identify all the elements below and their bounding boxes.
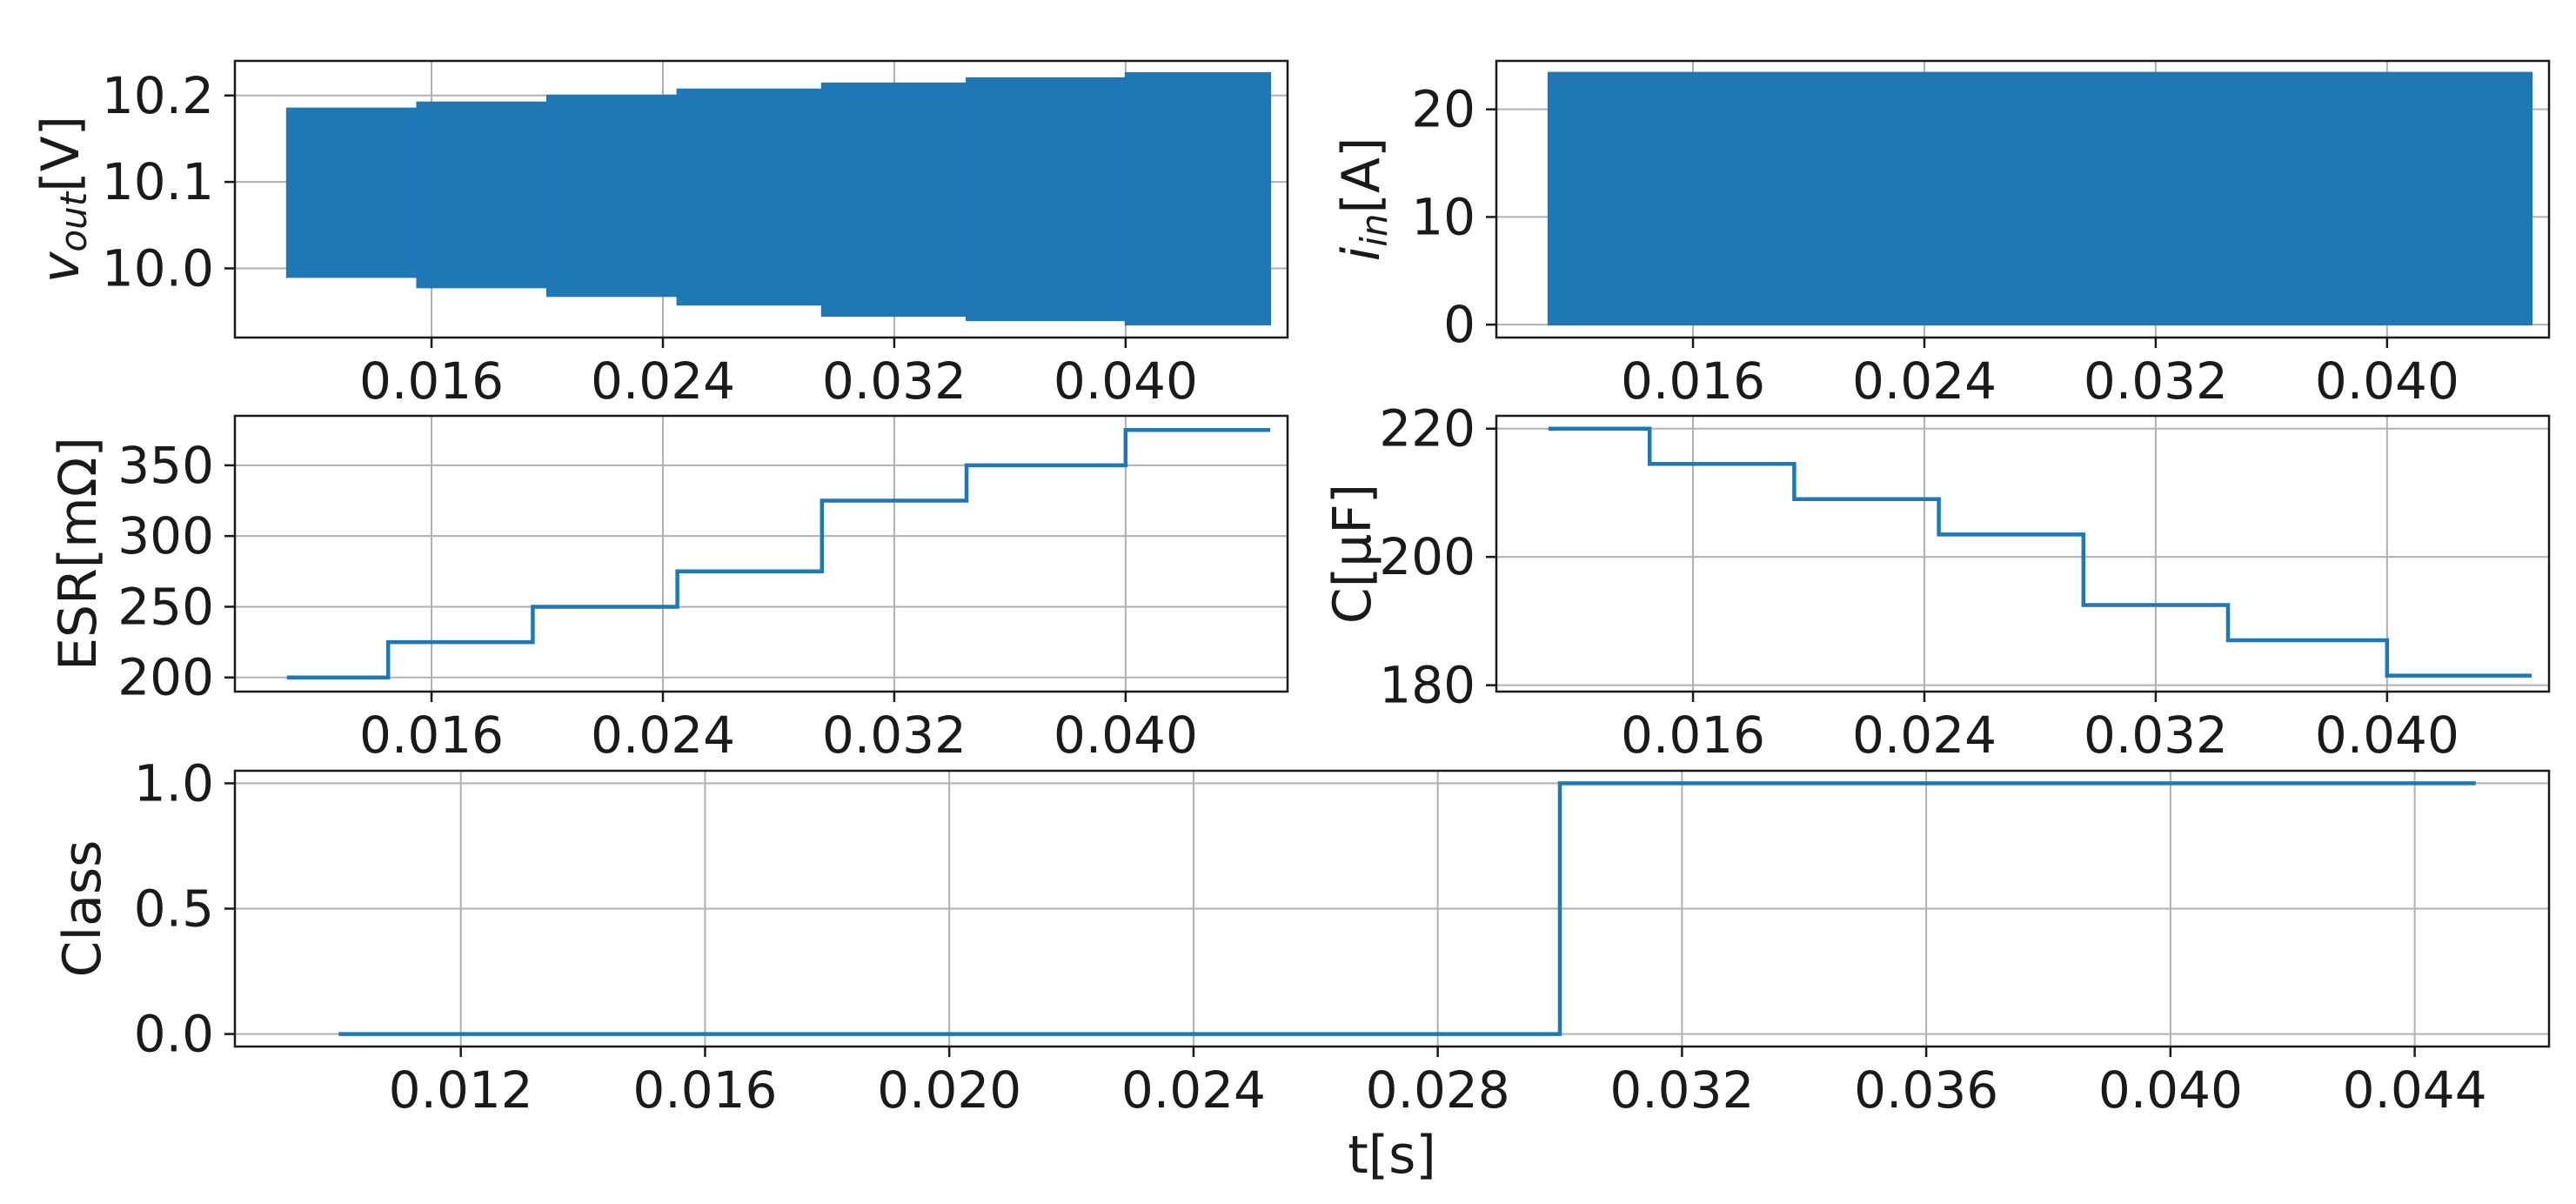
x-tick-label: 0.024: [591, 706, 735, 765]
iin-signal-band-0: [1547, 71, 2533, 326]
x-tick-label: 0.032: [822, 351, 967, 411]
y-tick-label: 200: [117, 648, 214, 707]
x-tick-label: 0.036: [1854, 1060, 1998, 1120]
y-tick-label: 0: [1443, 295, 1475, 354]
iin-axes-frame: [1495, 59, 2551, 339]
x-tick-label: 0.032: [2084, 706, 2228, 765]
x-tick-label: 0.012: [389, 1060, 533, 1120]
vout-signal-band-1: [416, 101, 549, 289]
x-tick-label: 0.040: [1054, 706, 1198, 765]
x-tick-label: 0.028: [1366, 1060, 1510, 1120]
vout-signal-band-5: [966, 77, 1127, 322]
x-tick-label: 0.016: [359, 351, 504, 411]
x-tick-label: 0.032: [1609, 1060, 1754, 1120]
x-tick-label: 0.016: [632, 1060, 777, 1120]
x-tick-label: 0.020: [877, 1060, 1021, 1120]
y-tick-label: 10.2: [102, 66, 214, 125]
x-tick-label: 0.032: [822, 706, 967, 765]
x-tick-label: 0.032: [2084, 351, 2228, 411]
y-tick-label: 10: [1411, 187, 1475, 246]
x-tick-label: 0.040: [2315, 351, 2459, 411]
cap-axes-frame: [1495, 414, 2551, 693]
cap-series-line: [1548, 426, 2533, 678]
y-tick-label: 1.0: [134, 753, 214, 813]
y-tick-label: 10.0: [102, 239, 214, 298]
y-tick-label: 220: [1379, 399, 1475, 458]
vout-signal-band-6: [1124, 71, 1272, 326]
x-tick-label: 0.016: [1621, 706, 1765, 765]
y-tick-label: 20: [1411, 80, 1475, 139]
x-tick-label: 0.016: [359, 706, 504, 765]
class-x-axis-label: t[s]: [1348, 1125, 1436, 1186]
y-tick-label: 180: [1379, 656, 1475, 715]
class-panel: 0.012 0.016 0.020 0.024 0.028 0.032 0.036 0.040…: [52, 753, 2551, 1186]
x-tick-label: 0.024: [1121, 1060, 1266, 1120]
x-tick-label: 0.016: [1621, 351, 1765, 411]
y-tick-label: 350: [117, 436, 214, 495]
vout-axes-frame: [233, 59, 1289, 339]
esr-series-line: [286, 428, 1271, 679]
vout-signal-band-4: [820, 82, 968, 318]
vout-signal-band-2: [546, 94, 679, 298]
class-series-line: [338, 781, 2476, 1036]
x-tick-label: 0.040: [2098, 1060, 2243, 1120]
y-tick-label: 250: [117, 577, 214, 636]
y-tick-label: 200: [1379, 527, 1475, 586]
y-tick-label: 0.0: [134, 1005, 214, 1064]
x-tick-label: 0.040: [2315, 706, 2459, 765]
capacitance-panel: 0.016 0.024 0.032 0.040 180 200 220 C[μF]: [1322, 399, 2551, 765]
cap-y-axis-label: C[μF]: [1322, 484, 1383, 624]
y-tick-label: 0.5: [134, 880, 214, 939]
vout-signal-band-3: [676, 88, 823, 306]
y-tick-label: 300: [117, 506, 214, 565]
class-y-axis-label: Class: [52, 840, 113, 978]
y-tick-label: 10.1: [102, 152, 214, 211]
x-tick-label: 0.024: [1852, 706, 1997, 765]
vout-y-axis-label: vout[V]: [30, 116, 95, 283]
iin-y-axis-label: iin[A]: [1331, 137, 1395, 262]
x-tick-label: 0.040: [1054, 351, 1198, 411]
iin-panel: 0.016 0.024 0.032 0.040 0 10 20 iin[A]: [1331, 59, 2551, 411]
x-tick-label: 0.024: [1852, 351, 1997, 411]
x-tick-label: 0.044: [2343, 1060, 2487, 1120]
esr-y-axis-label: ESR[mΩ]: [48, 437, 109, 671]
x-tick-label: 0.024: [591, 351, 735, 411]
esr-axes-frame: [233, 414, 1289, 693]
vout-signal-band-0: [285, 107, 418, 278]
